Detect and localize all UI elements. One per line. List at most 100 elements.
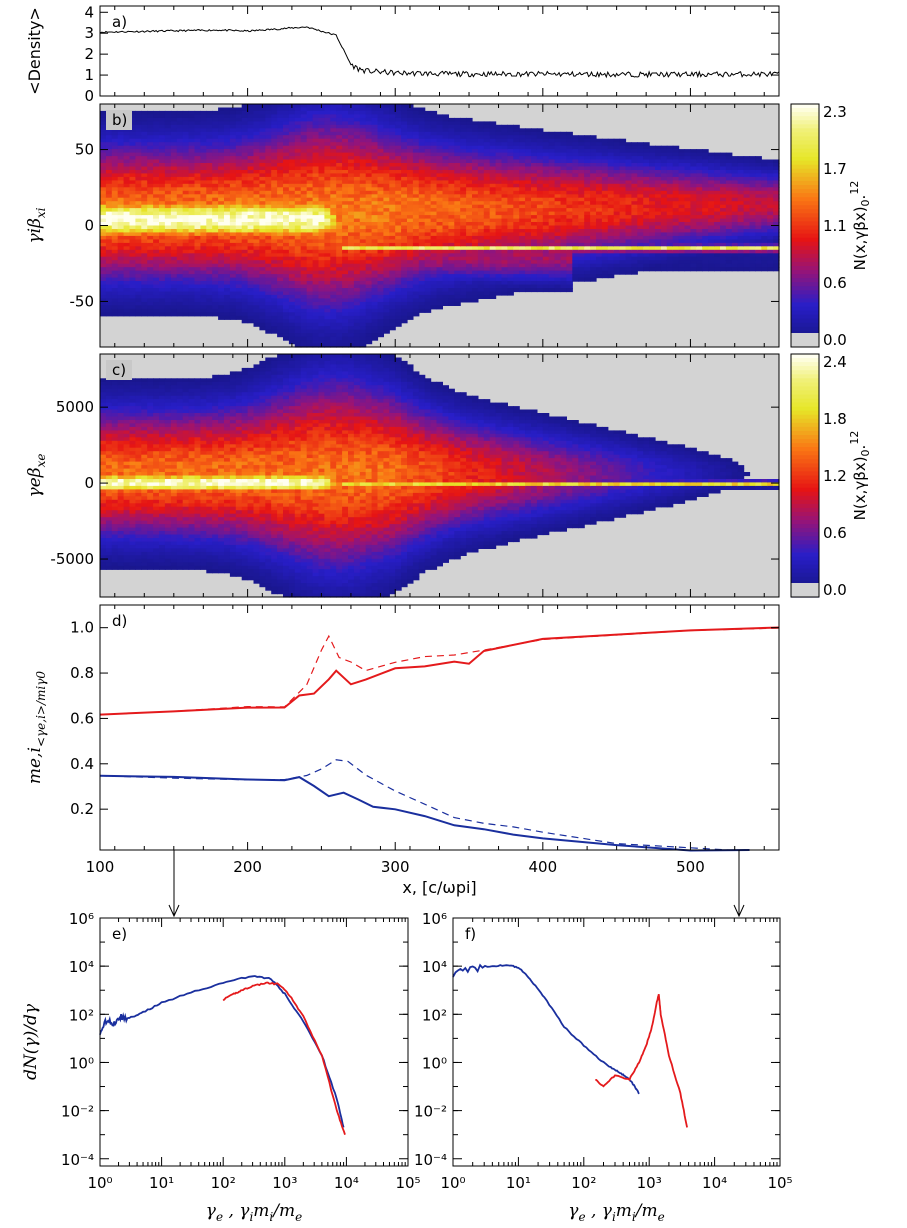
heatmap-cell: [212, 218, 219, 223]
heatmap-cell: [566, 288, 573, 293]
heatmap-cell: [418, 208, 426, 213]
heatmap-cell: [100, 242, 107, 247]
heatmap-cell: [348, 260, 355, 265]
heatmap-cell: [566, 142, 573, 147]
heatmap-cell: [182, 142, 190, 147]
heatmap-cell: [531, 204, 538, 209]
heatmap-cell: [330, 267, 337, 272]
heatmap-cell: [424, 208, 432, 213]
heatmap-cell: [300, 176, 308, 181]
heatmap-cell: [159, 208, 166, 213]
heatmap-cell: [277, 284, 284, 289]
heatmap-cell: [159, 166, 166, 171]
heatmap-cell: [342, 242, 349, 247]
heatmap-cell: [324, 263, 331, 268]
heatmap-cell: [235, 149, 243, 154]
heatmap-cell: [560, 239, 567, 244]
heatmap-cell: [194, 246, 201, 251]
heatmap-cell: [235, 201, 243, 206]
heatmap-cell: [348, 284, 355, 289]
heatmap-cell: [306, 211, 314, 216]
heatmap-cell: [176, 211, 184, 216]
heatmap-cell: [200, 274, 207, 279]
heatmap-cell: [170, 149, 178, 154]
heatmap-cell: [135, 253, 142, 258]
heatmap-cell: [430, 166, 438, 171]
heatmap-cell: [531, 281, 538, 286]
heatmap-cell: [117, 298, 125, 303]
heatmap-cell: [407, 298, 414, 303]
heatmap-cell: [141, 260, 148, 265]
heatmap-cell: [330, 322, 337, 327]
heatmap-cell: [212, 121, 219, 126]
heatmap-cell: [371, 267, 379, 272]
heatmap-cell: [176, 204, 184, 209]
heatmap-cell: [147, 301, 154, 306]
heatmap-cell: [454, 281, 461, 286]
heatmap-cell: [141, 225, 148, 230]
heatmap-cell: [159, 187, 166, 192]
heatmap-cell: [194, 218, 201, 223]
heatmap-cell: [318, 218, 325, 223]
heatmap-cell: [407, 117, 414, 122]
heatmap-cell: [342, 305, 349, 310]
heatmap-cell: [584, 197, 591, 202]
heatmap-cell: [294, 152, 302, 157]
heatmap-cell: [418, 201, 426, 206]
heatmap-cell: [507, 152, 514, 157]
heatmap-cell: [170, 166, 178, 171]
heatmap-cell: [477, 253, 485, 258]
heatmap-cell: [229, 301, 237, 306]
heatmap-cell: [306, 235, 314, 240]
heatmap-cell: [460, 128, 467, 133]
heatmap-cell: [442, 246, 449, 251]
heatmap-cell: [259, 211, 266, 216]
heatmap-cell: [229, 281, 237, 286]
heatmap-cell: [100, 149, 107, 154]
heatmap-cell: [194, 163, 201, 168]
heatmap-cell: [306, 274, 314, 279]
heatmap-cell: [259, 222, 266, 227]
heatmap-cell: [353, 170, 361, 175]
heatmap-cell: [265, 204, 272, 209]
heatmap-cell: [424, 249, 432, 254]
heatmap-cell: [560, 253, 567, 258]
heatmap-cell: [448, 124, 455, 129]
heatmap-cell: [123, 239, 131, 244]
heatmap-cell: [389, 194, 396, 199]
heatmap-cell: [501, 239, 508, 244]
heatmap-cell: [348, 135, 355, 140]
heatmap-cell: [147, 201, 154, 206]
heatmap-cell: [359, 197, 367, 202]
heatmap-cell: [147, 187, 154, 192]
heatmap-cell: [318, 222, 325, 227]
heatmap-cell: [247, 274, 255, 279]
heatmap-cell: [460, 270, 467, 275]
heatmap-cell: [336, 284, 343, 289]
heatmap-cell: [283, 208, 290, 213]
heatmap-cell: [105, 138, 113, 143]
heatmap-cell: [318, 298, 325, 303]
heatmap-cell: [153, 229, 160, 234]
heatmap-cell: [135, 173, 142, 178]
heatmap-cell: [483, 135, 491, 140]
heatmap-cell: [224, 145, 231, 150]
heatmap-cell: [200, 201, 207, 206]
heatmap-cell: [590, 163, 597, 168]
heatmap-cell: [153, 128, 160, 133]
heatmap-cell: [336, 249, 343, 254]
heatmap-cell: [200, 253, 207, 258]
heatmap-cell: [164, 156, 172, 161]
heatmap-cell: [159, 156, 166, 161]
heatmap-cell: [277, 128, 284, 133]
heatmap-cell: [206, 291, 213, 296]
heatmap-cell: [365, 201, 373, 206]
heatmap-cell: [206, 208, 213, 213]
heatmap-cell: [418, 308, 426, 313]
heatmap-cell: [170, 274, 178, 279]
heatmap-cell: [578, 197, 585, 202]
heatmap-cell: [359, 194, 367, 199]
heatmap-cell: [584, 263, 591, 268]
heatmap-cell: [353, 235, 361, 240]
heatmap-cell: [129, 277, 136, 282]
